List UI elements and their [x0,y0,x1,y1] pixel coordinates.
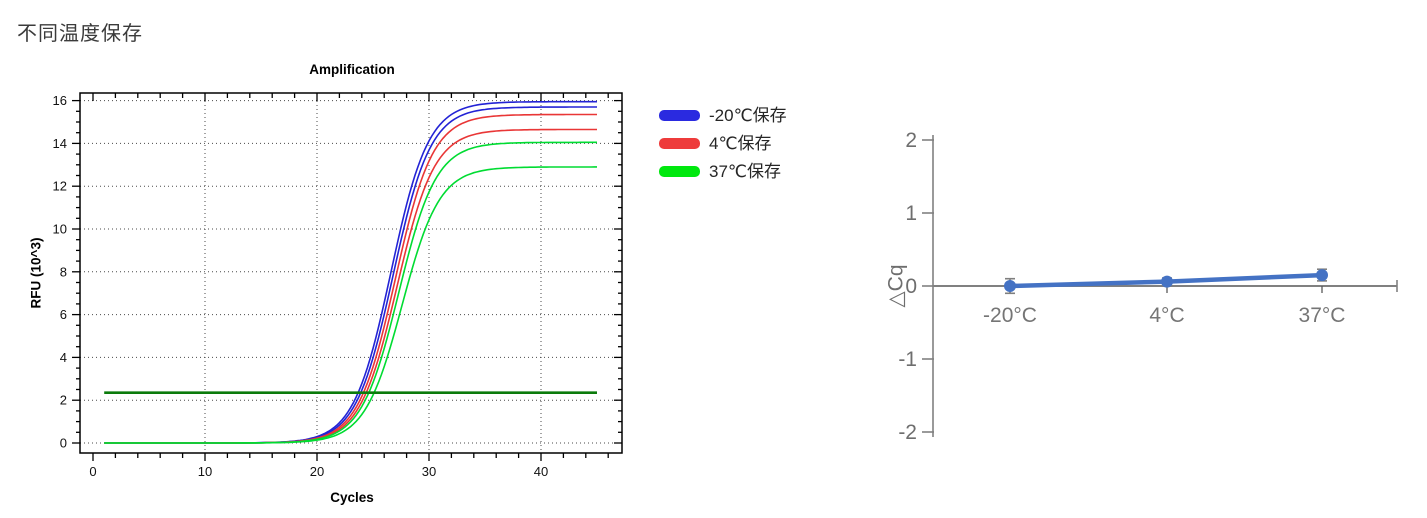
y-tick-label: 0 [60,436,67,451]
x-tick-label: 40 [534,464,548,479]
amplification-y-axis-label: RFU (10^3) [28,237,44,309]
y-tick-label: -2 [898,421,917,444]
legend-swatch [659,110,700,121]
legend-item: 37℃保存 [659,162,787,181]
legend-swatch [659,166,700,177]
category-label: 4°C [1149,304,1184,327]
legend: -20℃保存 4℃保存 37℃保存 [659,106,787,190]
plot-border [79,92,623,454]
y-tick-label: 8 [60,264,67,279]
legend-swatch [659,138,700,149]
legend-label: -20℃保存 [709,106,787,125]
amplification-x-axis-label: Cycles [330,490,374,505]
amplification-curve [104,128,597,444]
legend-label: 4℃保存 [709,134,772,153]
x-tick-label: 20 [310,464,324,479]
category-label: -20°C [983,304,1037,327]
data-point-marker [1161,275,1173,288]
legend-item: -20℃保存 [659,106,787,125]
delta-cq-y-axis-label: △Cq [884,264,908,308]
y-tick-label: 6 [60,307,67,322]
page-title: 不同温度保存 [17,23,143,45]
amplification-curve [104,141,597,444]
y-tick-label: 1 [905,202,917,225]
legend-label: 37℃保存 [709,162,782,181]
data-point-marker [1004,280,1016,292]
x-tick-label: 0 [89,464,96,479]
amplification-chart: 0 10 20 30 40 0 2 4 6 8 10 12 14 16 [53,92,623,479]
y-tick-label: 4 [60,350,67,365]
amplification-curve [104,166,597,444]
x-tick-label: 30 [422,464,436,479]
category-label: 37°C [1299,304,1346,327]
y-tick-label: 2 [60,393,67,408]
data-point-marker [1316,269,1328,282]
x-tick-label: 10 [198,464,212,479]
y-tick-label: 16 [53,93,67,108]
y-tick-label: -1 [898,348,917,371]
amplification-chart-title: Amplification [309,62,395,77]
delta-cq-chart: 2 1 0 -1 -2 -20°C 4°C 37°C [898,129,1398,444]
legend-item: 4℃保存 [659,134,787,153]
y-tick-label: 10 [53,222,67,237]
y-tick-label: 14 [53,136,67,151]
y-tick-label: 0 [905,275,917,298]
y-tick-label: 2 [905,129,917,152]
y-tick-label: 12 [53,179,67,194]
